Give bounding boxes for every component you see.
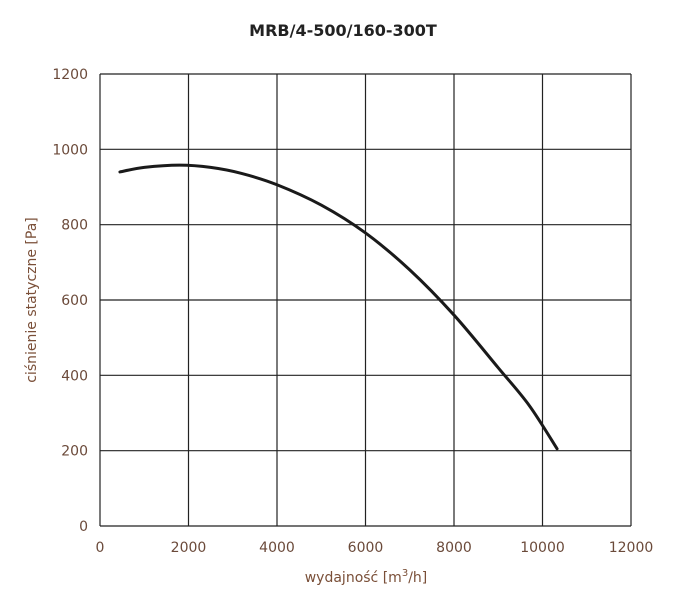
chart-title: MRB/4-500/160-300T: [249, 21, 437, 40]
y-tick-label: 600: [61, 293, 88, 309]
x-tick-label: 8000: [436, 540, 472, 556]
y-tick-label: 1000: [52, 142, 88, 158]
y-tick-label: 1200: [52, 67, 88, 83]
x-tick-labels: 0 2000 4000 6000 8000 10000 12000: [96, 540, 654, 556]
x-axis-label: wydajność [m3/h]: [305, 568, 428, 586]
x-tick-label: 12000: [609, 540, 654, 556]
x-tick-label: 2000: [171, 540, 207, 556]
y-tick-label: 800: [61, 218, 88, 234]
x-tick-label: 6000: [348, 540, 384, 556]
x-tick-label: 4000: [259, 540, 295, 556]
y-tick-label: 200: [61, 444, 88, 460]
y-tick-labels: 0 200 400 600 800 1000 1200: [52, 67, 88, 535]
x-tick-label: 0: [96, 540, 105, 556]
grid: [99, 73, 632, 527]
series-line: [118, 163, 559, 451]
y-tick-label: 400: [61, 368, 88, 384]
y-axis-label: ciśnienie statyczne [Pa]: [24, 217, 40, 383]
x-tick-label: 10000: [520, 540, 565, 556]
y-tick-label: 0: [79, 519, 88, 535]
